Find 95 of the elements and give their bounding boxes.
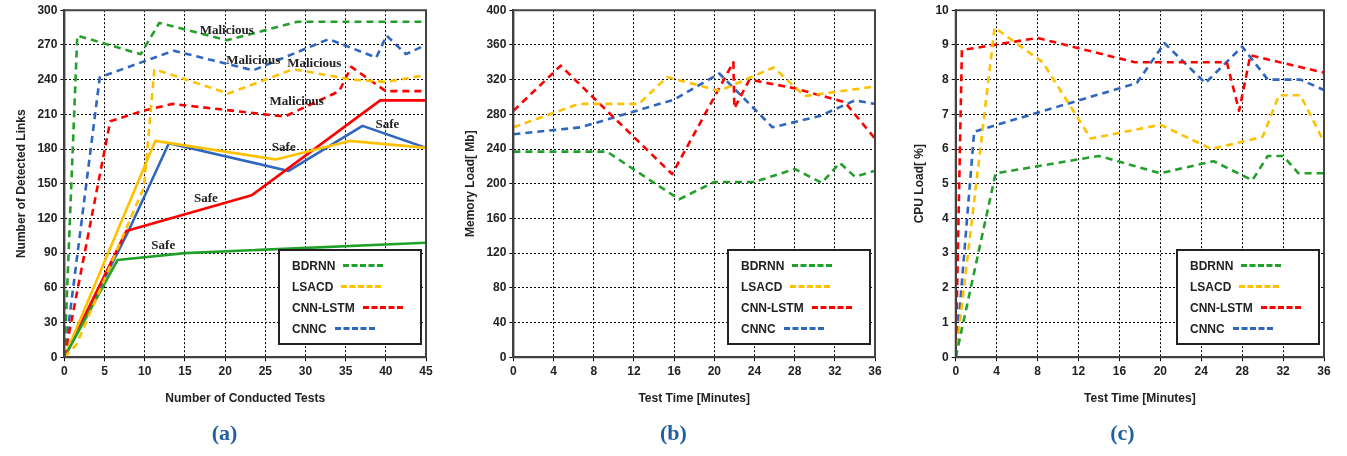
y-tick-label: 1 — [942, 314, 950, 329]
x-tick-label: 32 — [828, 363, 842, 378]
x-tick-label: 20 — [707, 363, 722, 378]
y-tick-label: 9 — [942, 37, 950, 52]
annotation: Malicious — [226, 52, 281, 68]
x-tick-label: 35 — [338, 363, 353, 378]
annotation: Safe — [271, 138, 296, 154]
legend-label: CNN-LSTM — [292, 300, 355, 315]
legend-label: BDRNN — [1190, 258, 1234, 273]
y-tick-label: 30 — [44, 314, 58, 329]
legend-label: CNNC — [741, 321, 776, 336]
x-tick-label: 8 — [1034, 363, 1042, 378]
y-tick-label: 400 — [486, 2, 507, 17]
annotation: Safe — [193, 189, 218, 205]
y-tick-label: 0 — [499, 349, 507, 364]
x-tick-label: 28 — [1235, 363, 1250, 378]
y-tick-label: 0 — [942, 349, 950, 364]
y-axis-title: Number of Detected Links — [13, 109, 28, 259]
legend-label: CNN-LSTM — [741, 300, 804, 315]
x-axis-title: Test Time [Minutes] — [1084, 391, 1196, 406]
x-tick-label: 24 — [1194, 363, 1209, 378]
x-tick-label: 25 — [258, 363, 273, 378]
x-tick-label: 20 — [1153, 363, 1168, 378]
y-tick-label: 90 — [44, 245, 58, 260]
x-tick-label: 0 — [61, 363, 69, 378]
y-tick-label: 160 — [486, 210, 507, 225]
y-tick-label: 360 — [486, 37, 507, 52]
legend-label: BDRNN — [292, 258, 336, 273]
legend-label: CNNC — [1190, 321, 1225, 336]
x-tick-label: 12 — [1071, 363, 1086, 378]
y-tick-label: 120 — [486, 245, 507, 260]
y-tick-label: 180 — [37, 141, 58, 156]
y-tick-label: 320 — [486, 71, 507, 86]
text: (b) — [659, 420, 688, 446]
x-tick-label: 16 — [1112, 363, 1127, 378]
y-tick-label: 210 — [37, 106, 58, 121]
y-tick-label: 7 — [942, 106, 950, 121]
y-tick-label: 6 — [942, 141, 950, 156]
line-series — [513, 150, 875, 201]
annotation: Safe — [375, 115, 400, 131]
x-tick-label: 0 — [952, 363, 960, 378]
y-axis-title: Memory Load[ Mb] — [462, 130, 477, 238]
x-tick-label: 24 — [747, 363, 762, 378]
x-tick-label: 5 — [101, 363, 109, 378]
y-tick-label: 40 — [493, 314, 507, 329]
y-tick-label: 60 — [44, 280, 58, 295]
legend-label: LSACD — [292, 279, 334, 294]
x-tick-label: 15 — [178, 363, 192, 378]
x-axis-title: Test Time [Minutes] — [638, 391, 750, 406]
x-tick-label: 8 — [590, 363, 598, 378]
y-tick-label: 200 — [486, 176, 507, 191]
x-tick-label: 10 — [138, 363, 152, 378]
y-tick-label: 5 — [942, 176, 950, 191]
y-tick-label: 280 — [486, 106, 507, 121]
y-tick-label: 8 — [942, 71, 950, 86]
text: (c) — [1109, 420, 1136, 446]
annotation: Malicious — [269, 92, 324, 108]
x-tick-label: 40 — [379, 363, 393, 378]
y-tick-label: 80 — [493, 280, 507, 295]
x-tick-label: 0 — [510, 363, 518, 378]
text: (a) — [210, 420, 239, 446]
x-tick-label: 36 — [868, 363, 882, 378]
x-tick-label: 32 — [1276, 363, 1291, 378]
y-tick-label: 2 — [942, 280, 950, 295]
y-tick-label: 10 — [935, 2, 950, 17]
y-axis-title: CPU Load[ %] — [911, 144, 926, 224]
y-tick-label: 150 — [37, 176, 58, 191]
x-tick-label: 45 — [419, 363, 433, 378]
y-tick-label: 270 — [37, 37, 58, 52]
x-tick-label: 36 — [1317, 363, 1331, 378]
x-axis-title: Number of Conducted Tests — [165, 391, 326, 406]
legend-label: LSACD — [1190, 279, 1232, 294]
y-tick-label: 300 — [37, 2, 58, 17]
x-tick-label: 28 — [787, 363, 802, 378]
y-tick-label: 0 — [50, 349, 58, 364]
annotation: Malicious — [199, 22, 254, 38]
x-tick-label: 4 — [993, 363, 1001, 378]
x-tick-label: 16 — [667, 363, 682, 378]
x-tick-label: 30 — [298, 363, 313, 378]
x-tick-label: 4 — [550, 363, 558, 378]
legend-label: BDRNN — [741, 258, 785, 273]
legend-label: LSACD — [741, 279, 783, 294]
annotation: Safe — [151, 237, 176, 253]
x-tick-label: 12 — [627, 363, 641, 378]
y-tick-label: 3 — [942, 245, 950, 260]
x-tick-label: 20 — [218, 363, 233, 378]
legend-label: CNN-LSTM — [1190, 300, 1253, 315]
legend-label: CNNC — [292, 321, 327, 336]
annotation: Malicious — [287, 54, 342, 70]
line-series — [513, 72, 875, 136]
y-tick-label: 240 — [486, 141, 507, 156]
line-series — [513, 60, 875, 176]
y-tick-label: 4 — [942, 210, 950, 225]
y-tick-label: 120 — [37, 210, 58, 225]
y-tick-label: 240 — [37, 71, 58, 86]
